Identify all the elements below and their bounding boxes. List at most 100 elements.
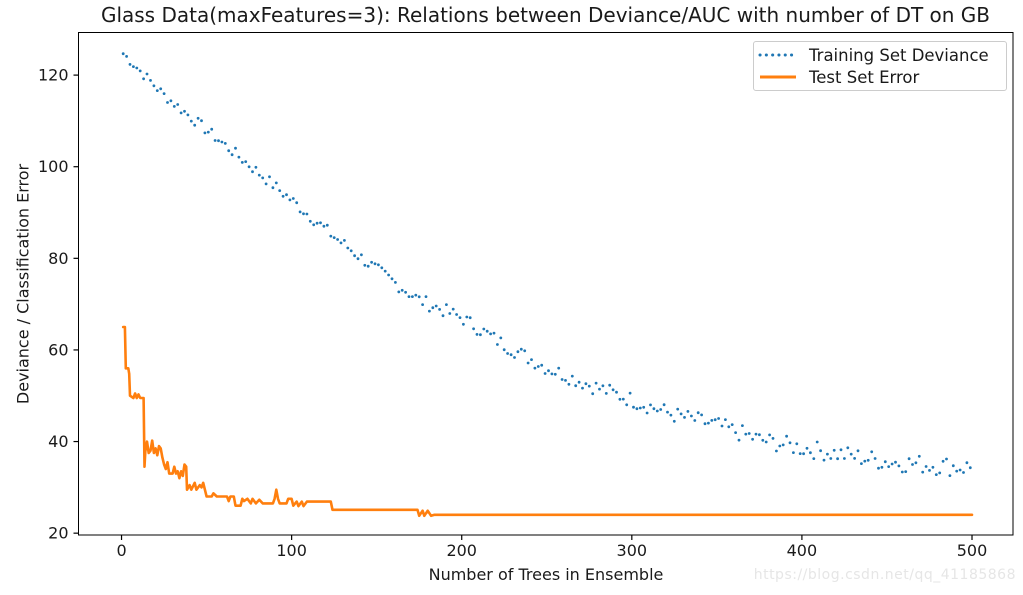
training-deviance-dot	[312, 223, 316, 227]
training-deviance-dot	[911, 463, 914, 466]
training-deviance-dot	[887, 465, 891, 468]
training-deviance-dot	[591, 392, 595, 396]
training-deviance-dot	[264, 182, 268, 186]
training-deviance-dot	[509, 353, 513, 357]
training-deviance-dot	[553, 372, 557, 376]
training-deviance-dot	[424, 295, 428, 298]
plot-border	[78, 32, 1014, 536]
training-deviance-dot	[237, 155, 241, 159]
training-deviance-dot	[189, 119, 193, 123]
training-deviance-dot	[557, 366, 561, 370]
training-deviance-dot	[795, 442, 799, 446]
training-deviance-dot	[652, 407, 656, 411]
training-deviance-dot	[628, 391, 632, 395]
training-deviance-dot	[931, 465, 935, 469]
training-deviance-dot	[441, 314, 445, 318]
x-tick-label: 400	[787, 541, 818, 560]
training-deviance-dot	[570, 374, 574, 378]
training-deviance-dot	[230, 153, 234, 157]
training-deviance-dot	[713, 418, 717, 422]
training-deviance-dot	[353, 254, 356, 258]
training-deviance-dot	[550, 372, 554, 376]
training-deviance-dot	[363, 263, 367, 267]
training-deviance-dot	[278, 189, 282, 193]
training-deviance-dot	[305, 212, 309, 216]
y-tick-label: 60	[48, 340, 68, 359]
x-axis-label: Number of Trees in Ensemble	[428, 565, 664, 584]
training-deviance-dot	[707, 421, 710, 425]
training-deviance-dot	[244, 160, 248, 164]
training-deviance-dot	[815, 440, 819, 444]
training-deviance-dot	[220, 140, 224, 144]
training-deviance-dot	[880, 465, 884, 469]
legend-item-test-error: Test Set Error	[758, 66, 1002, 88]
training-deviance-dot	[502, 348, 506, 352]
training-deviance-dot	[618, 397, 622, 401]
training-deviance-dot	[853, 457, 856, 460]
training-deviance-dot	[547, 369, 550, 373]
training-deviance-dot	[608, 383, 612, 387]
training-deviance-dot	[730, 423, 734, 426]
training-deviance-dot	[288, 198, 292, 202]
training-deviance-dot	[295, 201, 299, 205]
training-deviance-dot	[666, 410, 669, 414]
training-deviance-dot	[540, 363, 544, 367]
training-deviance-dot	[234, 146, 237, 150]
y-tick-label: 100	[38, 157, 69, 176]
y-tick-label: 120	[38, 66, 69, 85]
training-deviance-dot	[921, 470, 925, 474]
training-deviance-dot	[492, 331, 496, 335]
training-deviance-dot	[897, 464, 901, 468]
legend-item-label: Training Set Deviance	[809, 45, 989, 65]
chart-title: Glass Data(maxFeatures=3): Relations bet…	[100, 3, 991, 27]
training-deviance-dot	[710, 419, 714, 422]
training-deviance-dot	[601, 384, 605, 388]
training-deviance-dot	[434, 304, 438, 308]
training-deviance-dot	[390, 277, 394, 281]
training-deviance-dot	[924, 465, 928, 468]
training-deviance-dot	[703, 422, 707, 426]
training-deviance-dot	[268, 175, 271, 179]
y-tick-label: 20	[48, 524, 68, 543]
training-deviance-dot	[339, 241, 343, 245]
x-tick-label: 300	[617, 541, 648, 560]
training-deviance-dot	[900, 470, 904, 474]
training-deviance-dot	[193, 123, 197, 127]
training-deviance-dot	[472, 327, 475, 331]
x-tick-label: 200	[446, 541, 477, 560]
training-deviance-dot	[533, 366, 537, 370]
training-deviance-dot	[468, 316, 472, 320]
training-deviance-dot	[621, 397, 625, 401]
training-deviance-dot	[329, 234, 333, 238]
training-deviance-dot	[322, 224, 326, 228]
legend: Training Set Deviance Test Set Error	[753, 41, 1007, 91]
training-deviance-dot	[860, 462, 863, 465]
training-deviance-dot	[458, 316, 462, 319]
training-deviance-dot	[428, 309, 431, 313]
x-tick-label: 500	[957, 541, 988, 560]
training-deviance-dot	[826, 452, 829, 456]
dotted-line-icon	[758, 53, 798, 57]
training-deviance-dot	[172, 105, 176, 108]
training-deviance-dot	[928, 469, 931, 472]
training-deviance-dot	[332, 236, 336, 240]
training-deviance-dot	[213, 139, 217, 142]
training-deviance-dot	[431, 306, 435, 310]
training-deviance-dot	[142, 77, 146, 81]
training-deviance-dot	[754, 432, 758, 436]
training-deviance-dot	[257, 173, 261, 177]
training-deviance-dot	[152, 84, 156, 88]
training-deviance-dot	[206, 130, 210, 134]
training-deviance-dot	[693, 419, 697, 422]
training-deviance-dot	[741, 424, 744, 427]
training-deviance-dot	[271, 186, 275, 190]
training-deviance-dot	[223, 142, 227, 145]
training-deviance-dot	[210, 127, 214, 131]
training-deviance-dot	[179, 111, 183, 115]
training-deviance-dot	[530, 358, 533, 361]
training-deviance-dot	[394, 281, 397, 284]
training-deviance-dot	[227, 149, 231, 153]
training-deviance-dot	[683, 416, 686, 419]
training-deviance-dot	[343, 239, 346, 242]
